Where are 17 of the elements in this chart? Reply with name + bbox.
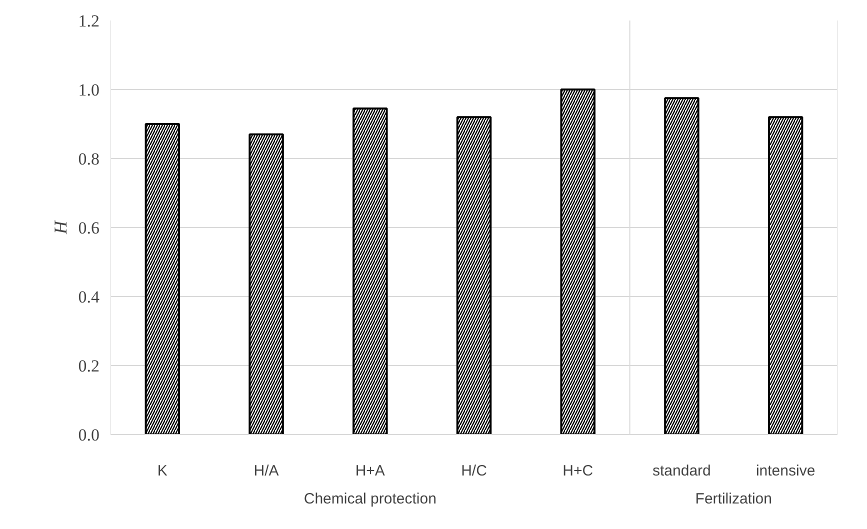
x-tick-label: standard bbox=[652, 462, 711, 480]
x-tick-label: H+C bbox=[562, 462, 594, 480]
y-tick-label: 0.8 bbox=[78, 150, 100, 168]
y-tick-label: 1.0 bbox=[78, 80, 100, 100]
y-tick-label: 1.2 bbox=[78, 12, 100, 30]
x-tick-label: H/A bbox=[254, 462, 279, 480]
text: Fertilization bbox=[695, 490, 772, 508]
x-tick-label: intensive bbox=[756, 462, 816, 480]
x-tick-label: K bbox=[157, 462, 168, 480]
x-tick-label: H/C bbox=[461, 462, 488, 480]
text: Chemical protection bbox=[304, 490, 436, 508]
x-tick-label: H+A bbox=[355, 462, 385, 480]
y-tick-label: 0.2 bbox=[78, 356, 100, 376]
y-axis-title: H bbox=[50, 220, 70, 235]
y-tick-label: 0.4 bbox=[78, 288, 100, 306]
y-tick-label: 0.0 bbox=[78, 426, 100, 444]
y-tick-label: 0.6 bbox=[78, 218, 100, 238]
